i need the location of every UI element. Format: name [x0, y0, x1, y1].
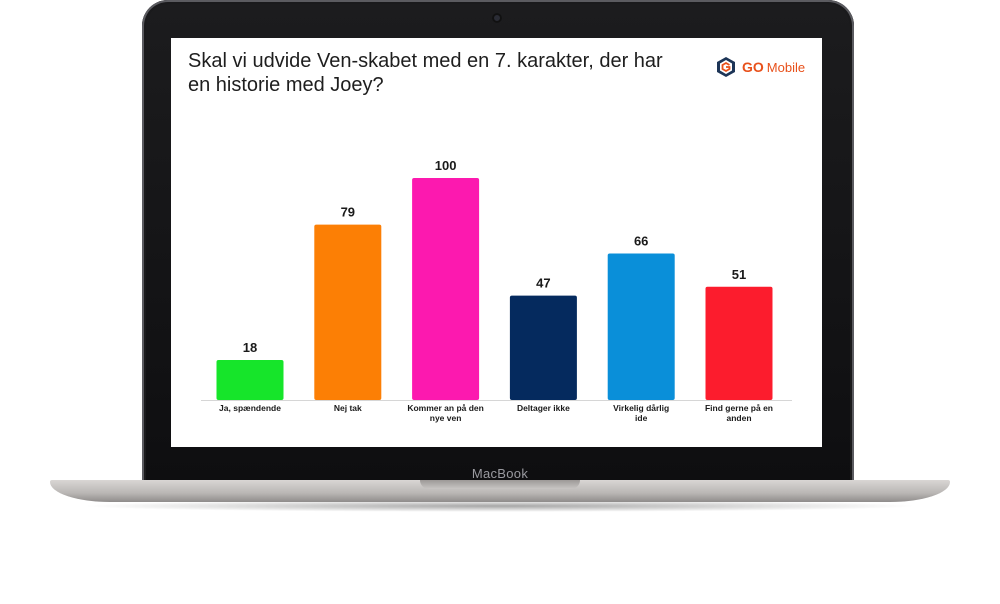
bar [216, 360, 284, 400]
go-mobile-logo-icon [717, 57, 735, 77]
logo-text-go: GO [742, 59, 764, 75]
tick-label: Nej tak [334, 403, 362, 413]
bar [607, 253, 675, 400]
laptop-screen: Skal vi udvide Ven-skabet med en 7. kara… [171, 38, 822, 447]
bar [314, 224, 382, 400]
laptop-base [50, 480, 950, 502]
logo-text-mobile: Mobile [766, 59, 806, 75]
laptop-shadow [80, 500, 920, 512]
bar [509, 295, 577, 400]
data-label: 100 [435, 158, 457, 173]
laptop-notch [420, 480, 580, 489]
data-label: 79 [341, 205, 355, 220]
tick-label: Find gerne på en anden [705, 403, 773, 423]
data-label: 66 [634, 233, 648, 248]
data-label: 47 [536, 276, 550, 291]
bar [412, 178, 480, 400]
tick-label: Ja, spændende [219, 403, 281, 413]
data-label: 51 [732, 267, 746, 282]
camera-icon [492, 13, 502, 23]
data-label: 18 [243, 340, 257, 355]
bar-chart: 18 Ja, spændende 79 Nej tak 100 Kommer an på … [201, 158, 792, 423]
tick-label: Virkelig dårlig ide [613, 403, 669, 423]
tick-label: Kommer an på den nye ven [407, 403, 484, 423]
tick-label: Deltager ikke [517, 403, 570, 413]
chart-title: Skal vi udvide Ven-skabet med en 7. kara… [188, 50, 663, 96]
bar [705, 286, 773, 400]
device-brand-label: MacBook [471, 466, 529, 481]
brand-logo: GO Mobile [715, 55, 815, 79]
